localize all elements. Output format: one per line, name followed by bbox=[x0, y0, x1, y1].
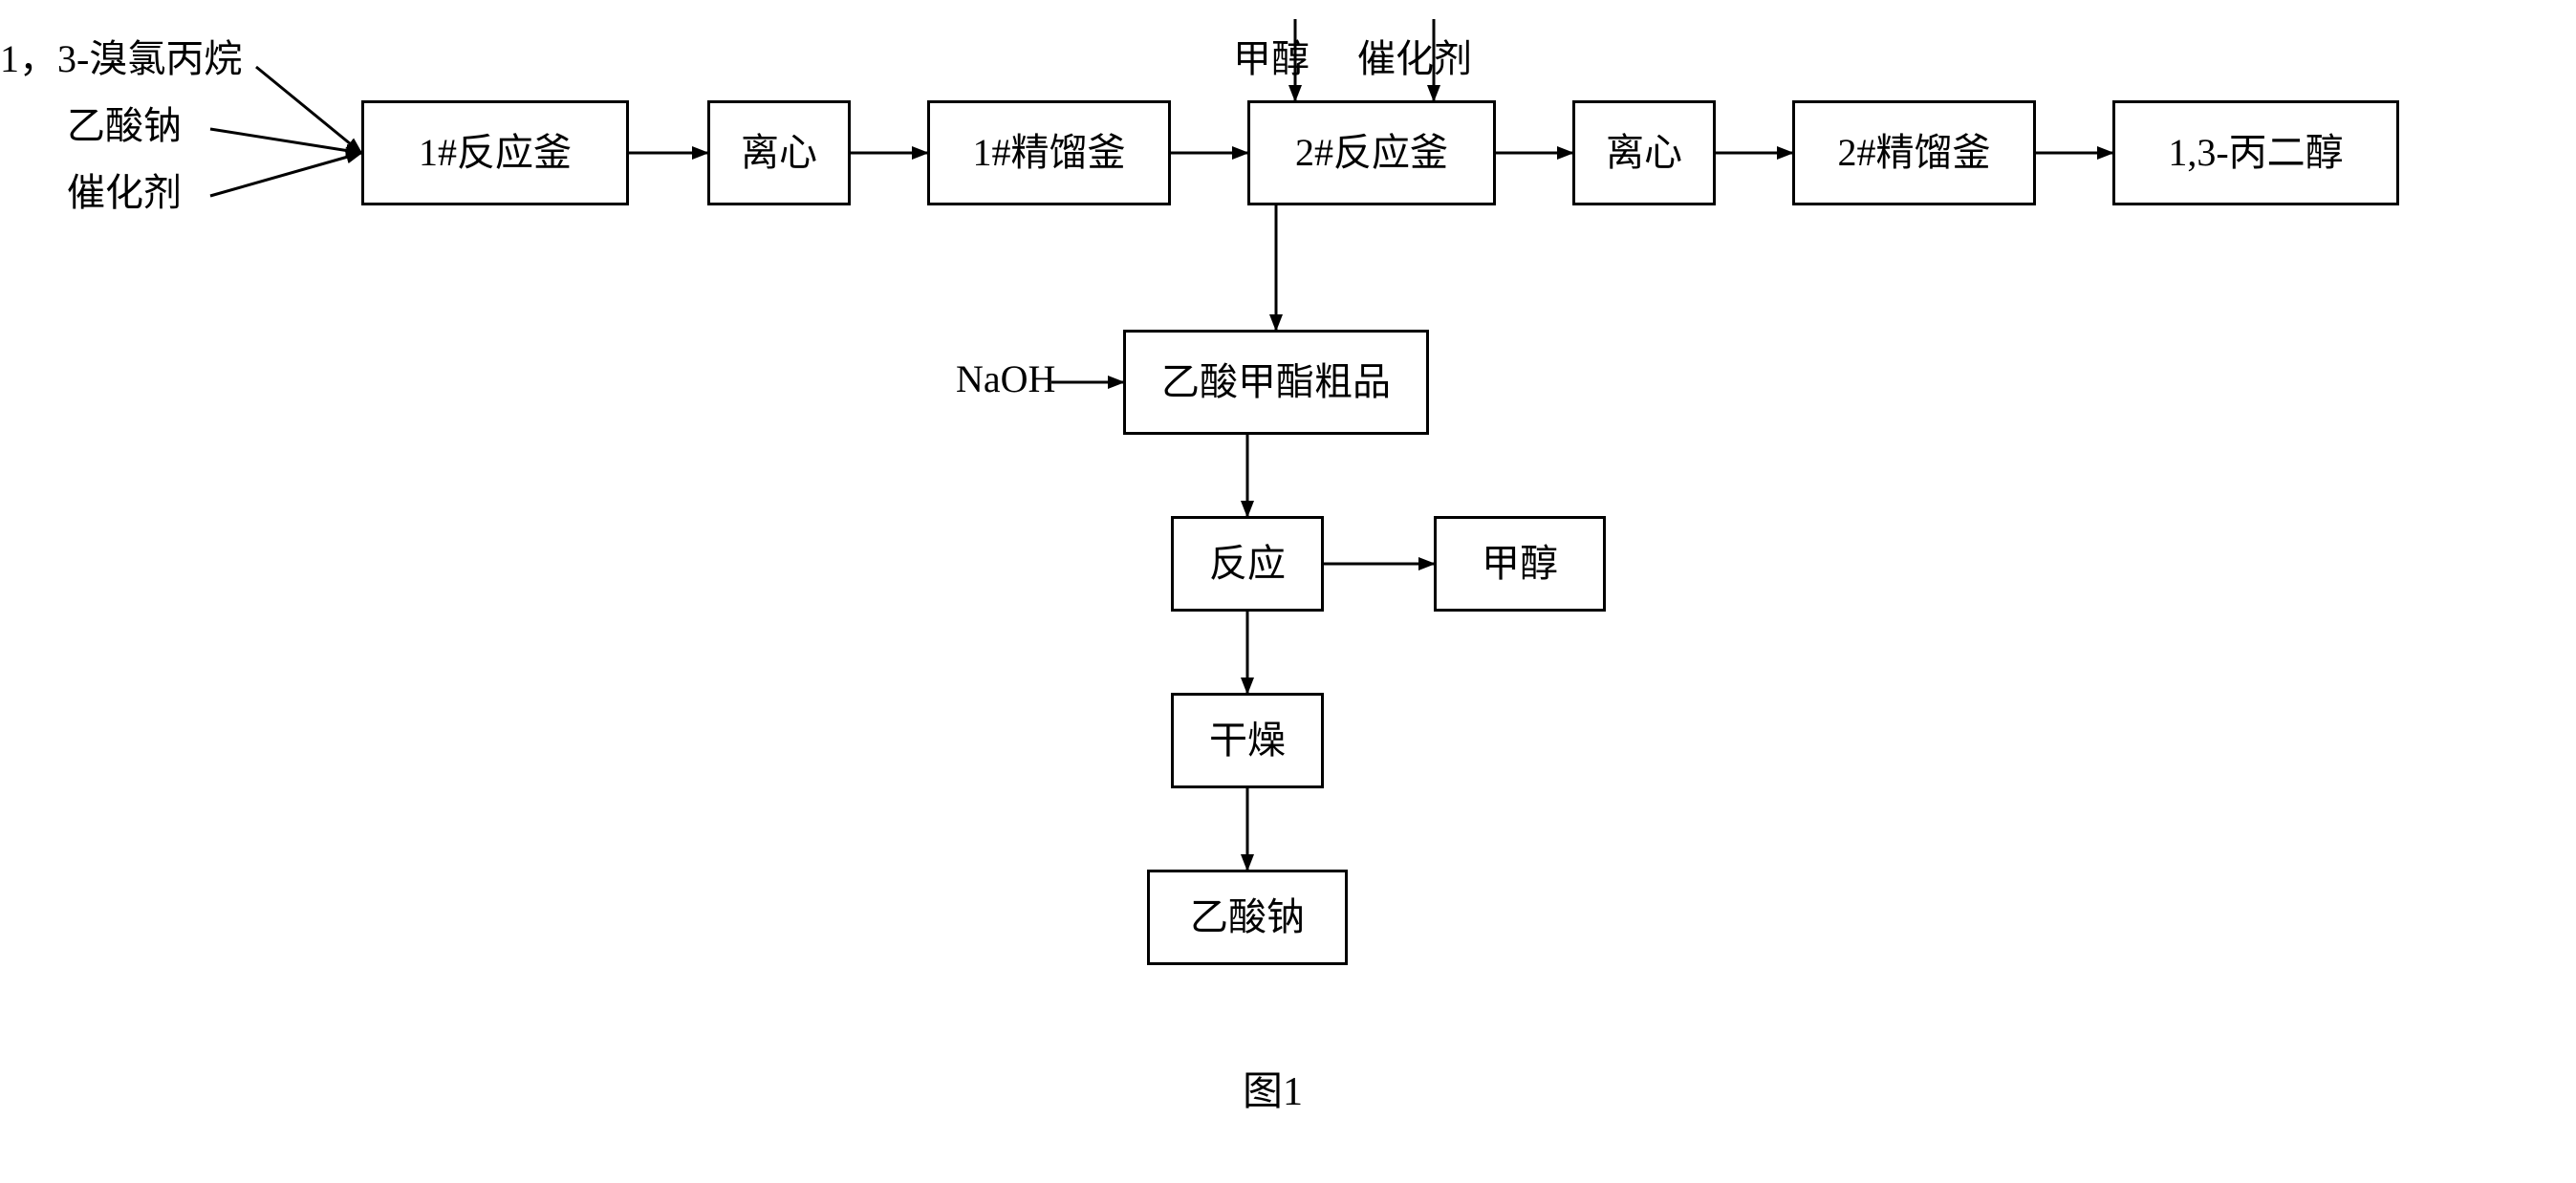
crude-methyl-acetate-box: 乙酸甲酯粗品 bbox=[1123, 330, 1429, 435]
centrifuge-2-box: 离心 bbox=[1572, 100, 1716, 205]
distill-2-box: 2#精馏釜 bbox=[1792, 100, 2036, 205]
product-propanediol-box: 1,3-丙二醇 bbox=[2112, 100, 2399, 205]
input-catalyst-top-label: 催化剂 bbox=[1357, 38, 1472, 80]
drying-box: 干燥 bbox=[1171, 693, 1324, 788]
arrow-in1-to-reactor1 bbox=[256, 67, 361, 153]
sodium-acetate-out-box: 乙酸钠 bbox=[1147, 870, 1348, 965]
input-catalyst-left-label: 催化剂 bbox=[67, 172, 182, 214]
reaction-box: 反应 bbox=[1171, 516, 1324, 612]
distill-1-box: 1#精馏釜 bbox=[927, 100, 1171, 205]
flowchart-canvas: 1，3-溴氯丙烷 乙酸钠 催化剂 甲醇 催化剂 NaOH 1#反应釜 离心 1#… bbox=[0, 0, 2576, 1183]
naoh-label: NaOH bbox=[956, 358, 1055, 400]
input-sodium-acetate-label: 乙酸钠 bbox=[67, 105, 182, 147]
arrow-in3-to-reactor1 bbox=[210, 153, 361, 196]
figure-caption: 图1 bbox=[1243, 1070, 1303, 1114]
centrifuge-1-box: 离心 bbox=[707, 100, 851, 205]
methanol-out-box: 甲醇 bbox=[1434, 516, 1606, 612]
input-bromochloropropane-label: 1，3-溴氯丙烷 bbox=[0, 38, 242, 80]
input-methanol-top-label: 甲醇 bbox=[1233, 38, 1310, 80]
arrow-in2-to-reactor1 bbox=[210, 129, 361, 153]
reactor-1-box: 1#反应釜 bbox=[361, 100, 629, 205]
reactor-2-box: 2#反应釜 bbox=[1247, 100, 1496, 205]
